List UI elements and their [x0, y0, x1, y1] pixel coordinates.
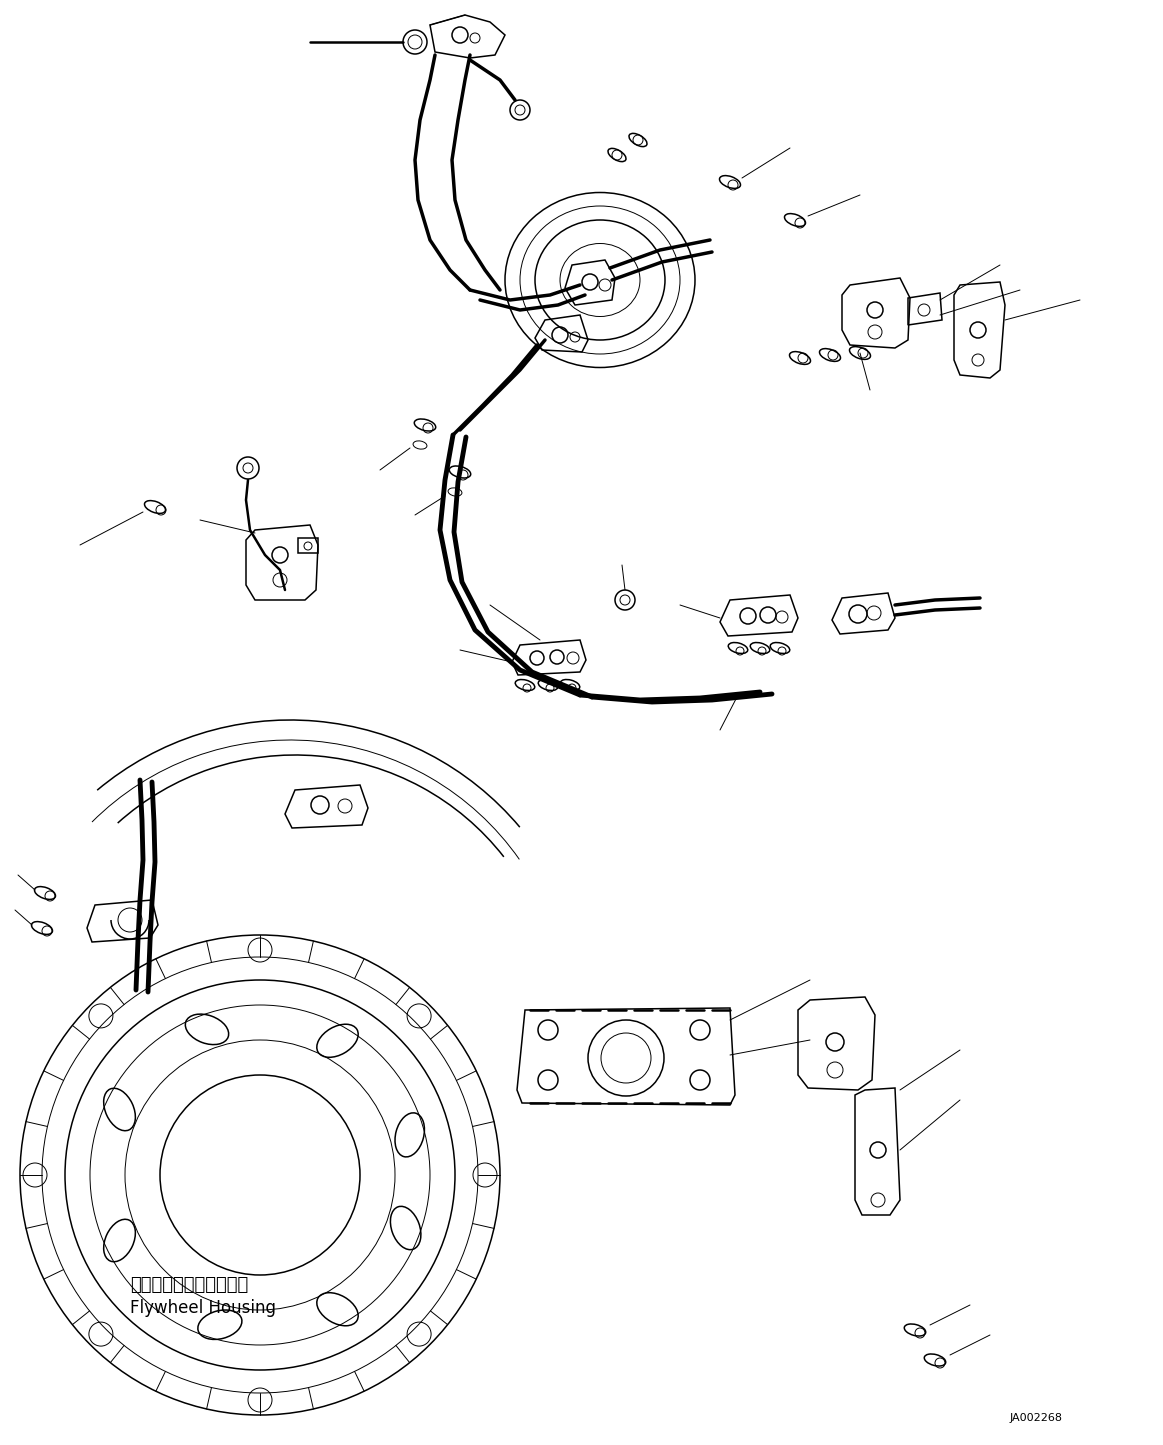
Text: Flywheel Housing: Flywheel Housing	[130, 1299, 276, 1316]
Text: フライホイルハウジング: フライホイルハウジング	[130, 1276, 248, 1295]
Bar	[298, 538, 317, 553]
Text: JA002268: JA002268	[1009, 1413, 1063, 1423]
